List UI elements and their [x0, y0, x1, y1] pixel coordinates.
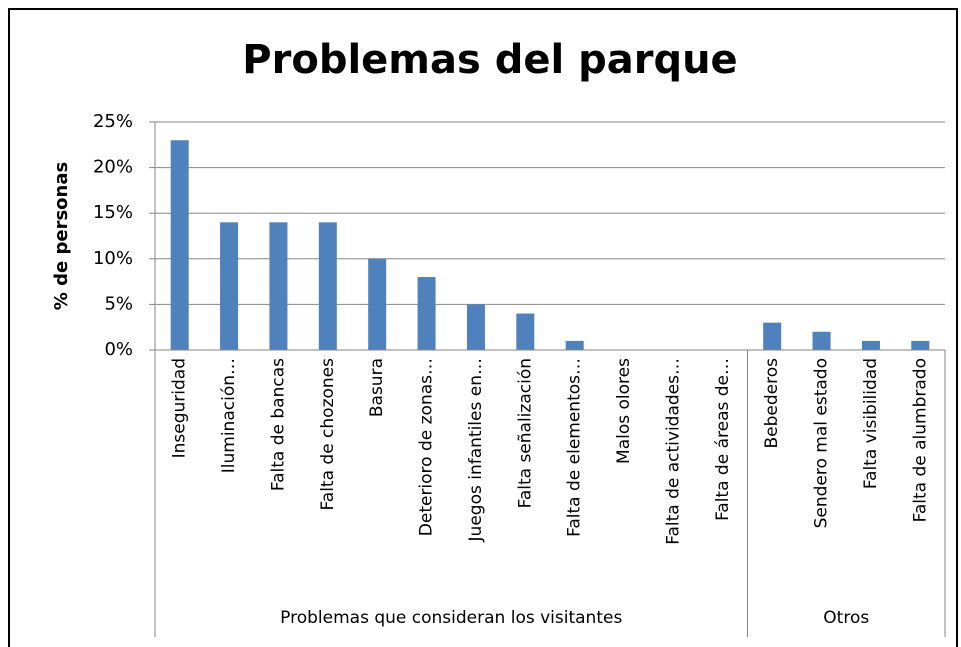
x-tick-label: Falta señalización [515, 358, 535, 508]
bar [565, 340, 584, 350]
bar [417, 277, 436, 350]
bar [812, 331, 831, 350]
bar [861, 340, 880, 350]
x-tick-label: Falta de alumbrado [910, 358, 930, 522]
x-tick-label: Sendero mal estado [812, 358, 832, 528]
y-axis-label: % de personas [51, 162, 72, 310]
bar [368, 258, 387, 350]
x-tick-label: Falta visibilidad [861, 358, 881, 489]
x-tick-label: Deterioro de zonas… [417, 358, 437, 536]
x-tick-label: Falta de actividades… [663, 358, 683, 545]
group-label: Otros [823, 608, 869, 628]
y-tick-label: 25% [93, 111, 133, 132]
x-tick-label: Iluminación… [219, 358, 239, 473]
y-tick-label: 5% [104, 293, 133, 314]
bar [911, 340, 930, 350]
y-tick-label: 0% [104, 339, 133, 360]
y-tick-label: 15% [93, 202, 133, 223]
bar [516, 313, 535, 350]
y-tick-label: 10% [93, 248, 133, 269]
x-tick-label: Bebederos [762, 358, 782, 449]
bar [318, 222, 337, 350]
bar [220, 222, 239, 350]
x-tick-label: Inseguridad [170, 358, 190, 458]
x-tick-label: Juegos infantiles en… [466, 358, 486, 542]
bar [763, 322, 782, 350]
bar [170, 140, 189, 350]
frame [8, 8, 958, 647]
group-label: Problemas que consideran los visitantes [280, 608, 622, 628]
chart-title: Problemas del parque [242, 37, 737, 83]
x-tick-label: Falta de bancas [268, 358, 288, 491]
x-tick-label: Malos olores [614, 358, 634, 464]
bar [466, 304, 485, 350]
x-tick-label: Falta de áreas de… [713, 358, 733, 521]
bar [269, 222, 288, 350]
x-tick-label: Falta de chozones [318, 358, 338, 511]
x-tick-label: Basura [367, 358, 387, 417]
y-tick-label: 20% [93, 157, 133, 178]
x-tick-label: Falta de elementos… [565, 358, 585, 537]
